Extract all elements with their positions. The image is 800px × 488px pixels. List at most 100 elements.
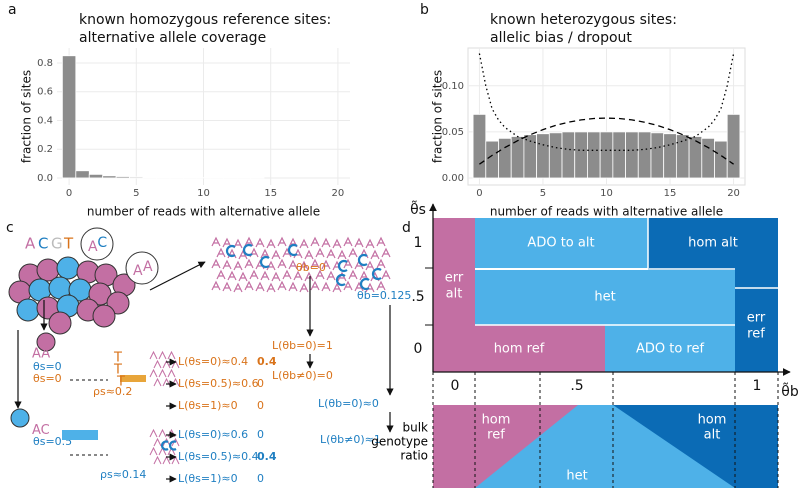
x-tick-label: 10: [197, 188, 210, 199]
x-tick-label: 0: [476, 188, 482, 199]
chart-title: known heterozygous sites:: [490, 12, 677, 28]
read-glyph: [211, 236, 221, 247]
bar: [156, 176, 171, 179]
region-label: hom alt: [688, 236, 738, 251]
read-glyph: [162, 359, 171, 369]
read-glyph: [354, 237, 364, 248]
bar: [75, 170, 90, 179]
read-glyph: [162, 437, 171, 447]
read-glyph: [216, 247, 226, 258]
read-glyph: [227, 270, 237, 281]
bar: [61, 55, 77, 179]
read-glyph: [244, 258, 254, 269]
read-glyph: [299, 282, 309, 293]
read-glyph: [222, 259, 232, 270]
region-label: err: [445, 271, 464, 286]
read-glyph: [167, 428, 176, 438]
read-glyph: [299, 238, 309, 249]
likelihood: L(θb≠0)≈1: [320, 433, 381, 446]
tick-label: 0: [451, 378, 460, 394]
read-glyph: [337, 271, 347, 282]
read-glyph: [158, 368, 167, 378]
bulk-label: alt: [704, 428, 721, 443]
read-glyph: [370, 249, 380, 260]
theta-s: θs=0: [33, 360, 62, 373]
likelihood: L(θs=0)≈0.4: [178, 355, 248, 368]
region: [605, 325, 735, 372]
bulk-axis-label: ratio: [400, 449, 428, 463]
read-glyph: [211, 280, 221, 291]
read-glyph: [225, 244, 236, 258]
cell: [10, 408, 30, 428]
read-glyph: [171, 437, 180, 447]
read-glyph: [266, 238, 276, 249]
rho: ρs≈0.2: [93, 385, 132, 398]
rho: ρs≈0.14: [100, 468, 146, 481]
read-glyph: [271, 249, 281, 260]
y-tick-label: 0.2: [37, 144, 53, 155]
read-glyph: [167, 350, 176, 360]
bulk-read-pile: [149, 236, 391, 465]
bar: [574, 131, 588, 179]
read-glyph: [288, 259, 298, 270]
read-glyph: [293, 270, 303, 281]
read-glyph: [153, 377, 162, 387]
likelihood: L(θs=0.5)≈0.6: [178, 377, 259, 390]
theta-s: θs=0: [33, 372, 62, 385]
bar: [587, 131, 601, 179]
region: [433, 325, 605, 372]
y-tick-label: 0.6: [37, 87, 53, 98]
read-glyph: [337, 249, 347, 260]
likelihood: L(θb≠0)=0: [272, 369, 333, 382]
read-glyph: [357, 253, 368, 267]
region-label: ADO to ref: [636, 342, 705, 357]
read-glyph: [365, 260, 375, 271]
curve: [479, 117, 734, 165]
read-glyph: [304, 249, 314, 260]
y-tick-label: 0.0: [37, 173, 53, 184]
read-glyph: [310, 236, 320, 247]
read-glyph: [149, 428, 158, 438]
base-letter: C: [38, 235, 48, 253]
region: [475, 218, 648, 268]
tick-label: .5: [411, 289, 424, 305]
read-glyph: [282, 269, 292, 280]
read-glyph: [371, 267, 382, 281]
bubble: [125, 251, 159, 285]
y-tick-label: 0.4: [37, 115, 53, 126]
read-glyph: [365, 238, 375, 249]
panel-label: c: [6, 220, 14, 236]
curve: [478, 53, 735, 151]
read-glyph: [348, 247, 358, 258]
read-glyph: [315, 247, 325, 258]
read-glyph: [222, 237, 232, 248]
bar: [102, 175, 117, 179]
region: [433, 218, 475, 325]
read-glyph: [158, 350, 167, 360]
read-glyph: [359, 277, 370, 291]
read-glyph: [315, 269, 325, 280]
read-letter: T: [116, 375, 125, 390]
bar: [714, 140, 728, 179]
read-glyph: [337, 259, 348, 273]
bar: [663, 133, 677, 179]
read-glyph: [162, 455, 171, 465]
read-glyph: [233, 260, 243, 271]
bar: [472, 113, 487, 179]
dashed-lines: [432, 372, 779, 488]
read-glyph: [359, 270, 369, 281]
likelihood: L(θs=1)≈0: [178, 399, 238, 412]
read-glyph: [310, 258, 320, 269]
likelihood: L(θb=0)≈0: [318, 397, 379, 410]
bar: [599, 131, 614, 179]
arrow: [149, 261, 206, 291]
base-letter: G: [51, 235, 63, 253]
charts: 0.0 0.2 0.4 0.6 0.8 0 5 10 15 20 known homozygous …: [20, 12, 746, 219]
bulk-hom-alt: [613, 405, 778, 488]
chart: 0.0 0.2 0.4 0.6 0.8 0 5 10 15 20 known homozygous …: [20, 12, 350, 219]
bar: [498, 137, 512, 179]
read-glyph: [259, 255, 270, 269]
read-glyph: [238, 271, 248, 282]
read-glyph: [287, 243, 298, 257]
x-tick-label: 10: [600, 188, 613, 199]
